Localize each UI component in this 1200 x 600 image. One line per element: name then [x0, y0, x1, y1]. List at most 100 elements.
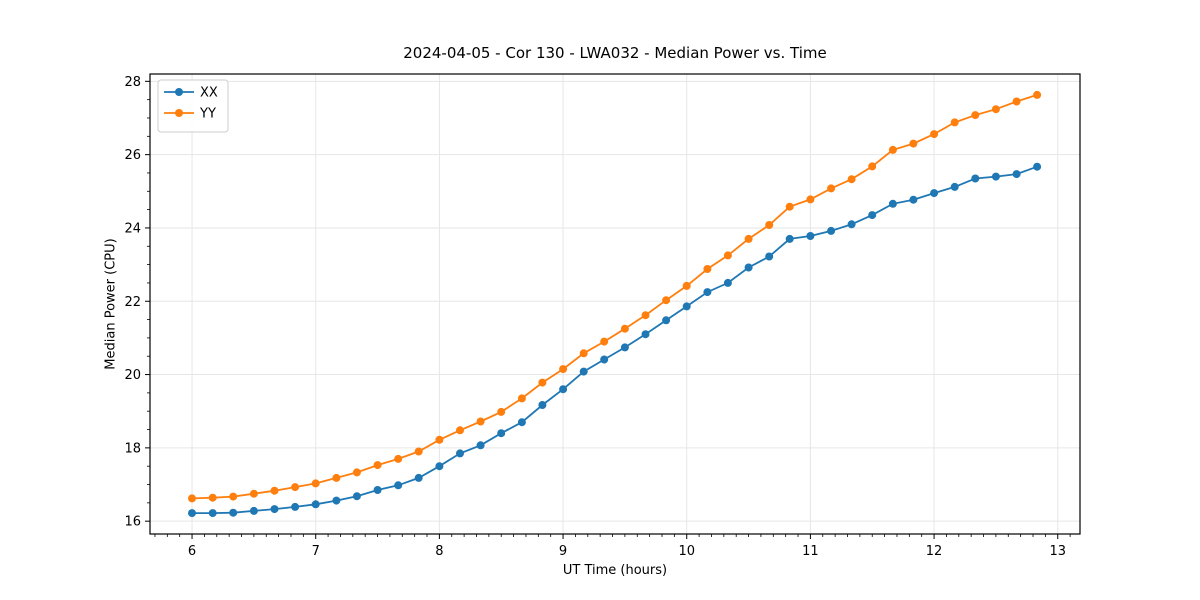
y-tick-label: 28 [124, 75, 141, 90]
data-point-xx [559, 385, 568, 394]
data-point-xx [394, 481, 403, 490]
data-point-yy [991, 105, 1000, 114]
x-tick-label: 6 [188, 544, 196, 559]
data-point-yy [332, 473, 341, 482]
data-point-xx [414, 473, 423, 482]
data-point-yy [476, 417, 485, 426]
data-point-xx [703, 288, 712, 297]
data-point-yy [208, 493, 217, 502]
data-point-yy [620, 324, 629, 333]
legend-marker-xx [175, 88, 183, 96]
y-tick-label: 22 [124, 295, 141, 310]
data-point-yy [868, 162, 877, 171]
data-point-yy [765, 221, 774, 229]
data-point-xx [950, 182, 959, 191]
legend-label-xx: XX [200, 86, 218, 101]
y-tick-label: 24 [124, 221, 141, 236]
data-point-xx [1012, 170, 1021, 179]
data-point-yy [394, 454, 403, 463]
data-point-yy [1012, 97, 1021, 106]
x-tick-label: 12 [926, 544, 943, 559]
data-point-yy [950, 118, 959, 127]
data-point-xx [517, 418, 526, 427]
data-point-yy [785, 202, 794, 211]
data-point-xx [497, 429, 506, 438]
data-point-xx [620, 343, 629, 352]
data-point-yy [435, 435, 444, 444]
data-point-xx [229, 508, 238, 517]
data-point-yy [497, 407, 506, 416]
data-point-xx [476, 441, 485, 450]
data-point-yy [188, 494, 196, 503]
data-point-xx [765, 252, 774, 261]
data-point-xx [744, 263, 753, 272]
data-point-xx [682, 302, 691, 311]
data-point-xx [456, 449, 464, 458]
data-point-yy [827, 184, 836, 193]
data-point-yy [456, 426, 464, 435]
data-point-yy [579, 349, 588, 358]
data-point-xx [662, 316, 671, 325]
data-point-yy [1033, 90, 1042, 99]
data-point-yy [352, 468, 361, 477]
data-point-yy [311, 479, 320, 488]
x-axis-label: UT Time (hours) [562, 563, 668, 578]
data-point-xx [332, 496, 341, 505]
data-point-yy [847, 175, 856, 184]
data-point-xx [806, 232, 815, 240]
data-point-xx [188, 509, 196, 518]
data-point-xx [208, 509, 217, 518]
data-point-xx [311, 500, 320, 509]
data-point-yy [703, 265, 712, 273]
data-point-xx [847, 220, 856, 229]
x-tick-label: 9 [559, 544, 567, 559]
data-point-xx [270, 505, 279, 514]
data-point-xx [1033, 162, 1042, 171]
data-point-xx [909, 195, 918, 204]
data-point-xx [249, 506, 258, 515]
data-point-yy [559, 365, 568, 374]
data-point-xx [971, 174, 980, 183]
data-point-yy [682, 281, 691, 290]
data-point-xx [600, 355, 609, 364]
data-point-xx [888, 199, 897, 208]
legend-label-yy: YY [199, 107, 216, 122]
data-point-yy [600, 337, 609, 346]
x-tick-label: 8 [435, 544, 443, 559]
data-point-xx [930, 189, 939, 198]
data-point-xx [723, 278, 732, 287]
x-tick-label: 7 [312, 544, 320, 559]
data-point-yy [744, 234, 753, 243]
series-line-xx [192, 165, 1038, 514]
data-point-yy [538, 378, 547, 387]
x-tick-label: 11 [802, 544, 819, 559]
data-point-xx [538, 401, 547, 409]
data-point-xx [579, 367, 588, 376]
data-point-yy [723, 251, 732, 260]
y-tick-label: 26 [124, 148, 141, 163]
data-point-xx [785, 234, 794, 243]
data-point-yy [662, 296, 671, 305]
data-point-yy [249, 489, 258, 498]
data-point-yy [909, 139, 918, 148]
data-point-yy [270, 486, 279, 495]
data-point-xx [641, 330, 650, 339]
chart-title: 2024-04-05 - Cor 130 - LWA032 - Median P… [403, 44, 827, 62]
data-point-xx [868, 211, 877, 220]
data-point-xx [827, 226, 836, 235]
data-point-yy [291, 483, 300, 492]
data-point-xx [291, 502, 300, 511]
data-point-yy [806, 195, 815, 204]
x-tick-label: 13 [1049, 544, 1066, 559]
data-point-yy [930, 130, 939, 139]
data-point-yy [414, 447, 423, 456]
data-point-xx [373, 486, 382, 494]
data-point-xx [352, 492, 361, 501]
data-point-yy [229, 492, 238, 501]
plot-frame [149, 73, 1081, 535]
x-tick-label: 10 [678, 544, 695, 559]
data-point-yy [641, 311, 650, 320]
data-point-yy [373, 461, 382, 470]
